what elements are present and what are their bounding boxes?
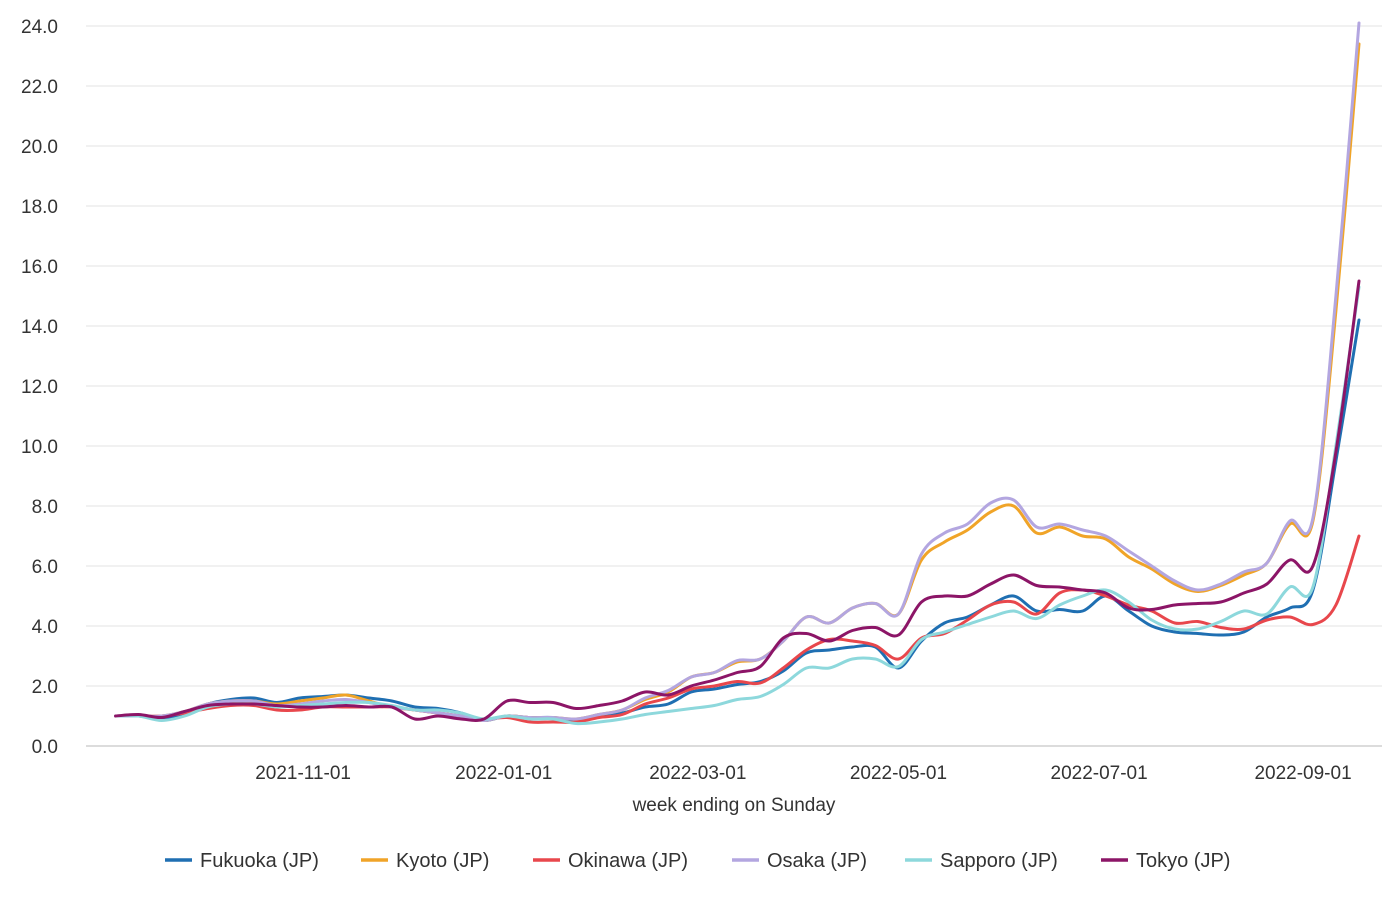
legend: Fukuoka (JP) Kyoto (JP) Okinawa (JP) Osaka … [165,850,1230,872]
legend-item-osaka-jp: Osaka (JP) [732,850,867,872]
series-line-sapporo-jp [114,285,1361,726]
x-tick-label: 2021-11-01 [255,763,351,784]
legend-label: Okinawa (JP) [568,850,688,872]
legend-item-okinawa-jp: Okinawa (JP) [533,850,688,872]
x-axis-title: week ending on Sunday [632,795,836,816]
y-tick-label: 2.0 [32,677,58,698]
legend-item-kyoto-jp: Kyoto (JP) [361,850,489,872]
series-line-kyoto-jp [114,42,1361,722]
y-tick-label: 6.0 [32,557,58,578]
y-tick-label: 10.0 [21,437,58,458]
x-tick-label: 2022-03-01 [649,763,746,784]
legend-label: Kyoto (JP) [396,850,489,872]
legend-label: Osaka (JP) [767,850,867,872]
legend-label: Tokyo (JP) [1136,850,1230,872]
legend-item-tokyo-jp: Tokyo (JP) [1101,850,1230,872]
y-tick-label: 16.0 [21,257,58,278]
y-tick-label: 22.0 [21,77,58,98]
series-line-osaka-jp [114,21,1361,722]
series-lines [114,21,1361,726]
y-tick-label: 18.0 [21,197,58,218]
legend-item-fukuoka-jp: Fukuoka (JP) [165,850,319,872]
x-tick-label: 2022-07-01 [1051,763,1148,784]
y-axis-ticks: 0.0 2.0 4.0 6.0 8.0 10.0 12.0 14.0 16.0 18.0 20.0 2… [21,17,58,758]
gridlines [86,25,1382,747]
y-tick-label: 8.0 [32,497,58,518]
x-axis-ticks: 2021-11-01 2022-01-01 2022-03-01 2022-05-01… [255,763,1351,784]
y-tick-label: 4.0 [32,617,58,638]
legend-label: Fukuoka (JP) [200,850,319,872]
x-tick-label: 2022-01-01 [455,763,552,784]
y-tick-label: 20.0 [21,137,58,158]
x-tick-label: 2022-05-01 [850,763,947,784]
y-tick-label: 24.0 [21,17,58,38]
series-line-tokyo-jp [114,279,1361,722]
x-tick-label: 2022-09-01 [1254,763,1351,784]
y-tick-label: 0.0 [32,737,58,758]
legend-label: Sapporo (JP) [940,850,1058,872]
y-tick-label: 14.0 [21,317,58,338]
legend-item-sapporo-jp: Sapporo (JP) [905,850,1058,872]
y-tick-label: 12.0 [21,377,58,398]
